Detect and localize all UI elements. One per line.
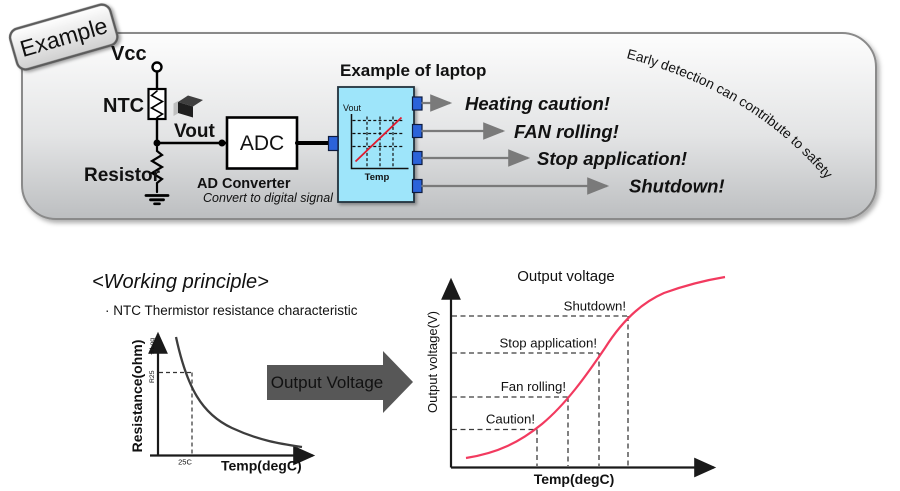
vout-label: Vout (174, 121, 215, 142)
alert-label-shutdown: Shutdown! (629, 176, 725, 197)
vcc-label: Vcc (111, 43, 147, 65)
ntc-label: NTC (103, 95, 144, 117)
connector-tab-3 (411, 150, 423, 166)
panel-background (21, 32, 877, 220)
output-voltage-arrow: Output Voltage (267, 351, 413, 413)
working-principle-bullet: · NTC Thermistor resistance characterist… (105, 303, 358, 318)
laptop-title: Example of laptop (340, 61, 486, 80)
resistance-chart-xlabel: Temp(degC) (221, 458, 302, 474)
adc-box (225, 116, 299, 170)
top-panel: Example Vcc NTC Vout ADC (8, 3, 877, 220)
vcc-terminal-icon (151, 61, 163, 73)
resistance-ref-lines (159, 371, 193, 454)
chip-icon (173, 95, 203, 118)
mini-graph: Vout Temp (343, 103, 409, 183)
adc-input-dot (218, 139, 226, 147)
alert-label-fan-rolling: FAN rolling! (514, 121, 619, 142)
example-badge-box (8, 3, 119, 71)
ntc-zigzag-icon (149, 90, 165, 119)
alert-label-heating-caution: Heating caution! (465, 93, 610, 114)
circuit: Vcc NTC Vout ADC AD Converter Convert (84, 43, 334, 206)
output-chart-title: Output voltage (517, 268, 615, 285)
output-chart-ylabel: Output voltage(V) (425, 311, 440, 413)
resistance-chart-ylabel: Resistance(ohm) (129, 340, 145, 453)
alert-label-stop-application: Stop application! (537, 148, 687, 169)
r25-tick-label: R25 (149, 370, 156, 383)
connector-tab-2 (411, 123, 423, 139)
output-voltage-arrow-label: Output Voltage (271, 373, 383, 392)
resistance-chart: ※Log R25 25C Temp(degC) Resistance(ohm) (129, 331, 316, 474)
output-chart: Output voltage Caution! Fan rolling! Sto… (425, 268, 726, 487)
threshold-label-stop-application: Stop application! (499, 336, 597, 351)
threshold-label-fan-rolling: Fan rolling! (501, 379, 566, 394)
output-voltage-arrow-shape (267, 351, 413, 413)
mini-graph-xlabel: Temp (365, 172, 390, 183)
mini-graph-axes (350, 114, 409, 170)
adc-caption: AD Converter (197, 176, 291, 192)
resistor-zigzag-icon (149, 145, 165, 194)
threshold-label-shutdown: Shutdown! (564, 299, 626, 314)
connector-tab-input (327, 135, 339, 152)
resistor-label: Resistor (84, 165, 161, 186)
ground-icon (144, 194, 170, 206)
laptop-box (337, 86, 415, 203)
connector-tab-4 (411, 178, 423, 194)
working-principle-heading: <Working principle> (92, 271, 269, 293)
threshold-label-caution: Caution! (486, 412, 535, 427)
output-voltage-curve (465, 275, 726, 460)
25c-tick-label: 25C (178, 458, 192, 467)
output-threshold-lines (452, 315, 629, 466)
alert-arrows (421, 94, 610, 195)
output-chart-xlabel: Temp(degC) (534, 471, 615, 487)
mini-graph-grid (352, 116, 403, 168)
mini-graph-ylabel: Vout (343, 103, 362, 113)
output-threshold-labels: Caution! Fan rolling! Stop application! … (486, 299, 626, 427)
connector-tab-1 (411, 96, 423, 111)
log-scale-note: ※Log (149, 338, 156, 355)
adc-subcaption: Convert to digital signal (203, 191, 334, 205)
resistance-curve (174, 336, 303, 449)
adc-box-label: ADC (240, 132, 284, 155)
alert-labels: Heating caution! FAN rolling! Stop appli… (465, 93, 725, 197)
mini-graph-line (354, 116, 403, 163)
laptop-block: Example of laptop Vout Temp (327, 61, 486, 203)
